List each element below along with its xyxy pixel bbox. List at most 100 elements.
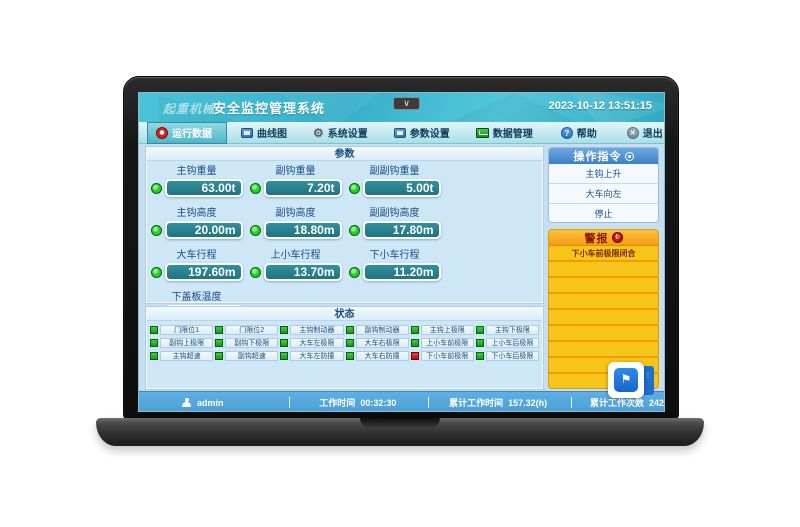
- menu-item-data-management[interactable]: 数据管理: [468, 122, 541, 144]
- status-item: 上小车后极限: [475, 338, 539, 348]
- parameter-cell: 上小车行程 13.70m: [246, 249, 345, 291]
- parameter-label: 大车行程: [176, 250, 217, 261]
- statusbar-divider: [571, 397, 572, 408]
- parameter-value: 18.80m: [263, 221, 342, 239]
- status-item: 副钩下极限: [215, 338, 279, 348]
- parameter-label: 副副钩高度: [369, 208, 420, 219]
- green-led-icon: [150, 266, 162, 278]
- alarm-title: 警报: [584, 232, 609, 245]
- parameter-cell: 主钩高度 20.00m: [147, 207, 246, 249]
- status-item: 下小车后极限: [475, 351, 539, 361]
- status-label: 副钩超速: [225, 351, 279, 361]
- parameter-cell: 大车行程 197.60m: [147, 249, 246, 291]
- status-item: 门限位1: [150, 325, 214, 335]
- alarm-bell-icon: !: [611, 232, 623, 243]
- status-led-icon: [150, 352, 158, 360]
- alarm-row-empty: [549, 342, 658, 358]
- status-label: 大车右极限: [355, 338, 409, 348]
- parameter-label: 主钩重量: [176, 166, 217, 177]
- app-window: 起重机械 安全监控管理系统 ∨ 2023-10-12 13:51:15 运行数据…: [138, 92, 665, 412]
- status-label: 门限位2: [225, 325, 279, 335]
- status-item: 门限位2: [215, 325, 279, 335]
- parameters-grid: 主钩重量 63.00t 副钩重量 7.20t 副副钩重量 5.00t 主钩高度: [147, 161, 542, 333]
- operation-commands-title: 操作指令: [573, 151, 622, 163]
- alarm-row-empty: [549, 310, 658, 326]
- widget-button[interactable]: ⚑: [608, 362, 644, 398]
- work-time-group: 工作时间 00:32:30: [319, 396, 396, 409]
- status-led-icon: [215, 339, 224, 347]
- parameter-label: 上小车行程: [270, 250, 321, 261]
- status-label: 副钩制动器: [355, 325, 409, 335]
- parameter-label: 下小车行程: [369, 250, 420, 261]
- data-screen-icon: [475, 127, 489, 138]
- total-time-value: 157.32(h): [508, 397, 548, 408]
- status-label: 大车左防撞: [290, 351, 344, 361]
- green-led-icon: [150, 224, 162, 236]
- green-led-icon: [249, 266, 261, 278]
- flag-icon: ⚑: [614, 368, 638, 392]
- status-label: 主钩超速: [160, 351, 214, 361]
- menu-item-run-data[interactable]: 运行数据: [147, 121, 227, 144]
- titlebar: 起重机械 安全监控管理系统 ∨ 2023-10-12 13:51:15: [139, 93, 664, 122]
- menu-label: 帮助: [576, 129, 597, 140]
- parameter-value: 13.70m: [263, 263, 342, 281]
- status-led-icon: [280, 326, 289, 334]
- total-count-group: 累计工作次数 242: [590, 396, 664, 409]
- work-time-label: 工作时间: [319, 398, 356, 408]
- status-led-red-icon: [410, 352, 419, 360]
- username: admin: [197, 397, 224, 408]
- statusbar-divider: [288, 397, 290, 408]
- status-label: 下小车前极限: [420, 351, 474, 361]
- status-led-icon: [410, 326, 419, 334]
- record-icon: [156, 126, 168, 139]
- status-led-icon: [475, 339, 484, 347]
- laptop-lid-notch: [360, 418, 440, 428]
- status-item: 主钩制动器: [280, 325, 344, 335]
- status-label: 主钩上极限: [420, 325, 474, 335]
- parameter-cell: 下小车行程 11.20m: [345, 249, 444, 291]
- parameter-cell: 主钩重量 63.00t: [147, 165, 246, 207]
- status-label: 主钩制动器: [290, 325, 344, 335]
- bottom-statusbar: admin 工作时间 00:32:30 累计工作时间 157.32(h) 累计工…: [139, 391, 664, 411]
- menu-item-parameter-settings[interactable]: 参数设置: [386, 122, 458, 144]
- status-item: 大车左极限: [280, 338, 344, 348]
- menu-label: 退出: [642, 129, 663, 140]
- status-led-icon: [345, 339, 354, 347]
- status-led-icon: [280, 339, 289, 347]
- curve-chart-icon: [241, 127, 253, 138]
- parameter-value: 11.20m: [362, 263, 441, 281]
- operation-commands-header: 操作指令: [549, 148, 658, 164]
- alarm-row-empty: [549, 294, 658, 310]
- menu-item-system-settings[interactable]: ⚙ 系统设置: [305, 122, 376, 144]
- parameter-label: 下盖板温度: [171, 292, 222, 303]
- widget-handle[interactable]: ⋮: [642, 366, 654, 395]
- alarm-entry: 下小车前极限闭合: [549, 246, 658, 262]
- parameter-cell: 副副钩重量 5.00t: [345, 165, 444, 207]
- status-led-icon: [475, 352, 484, 360]
- operation-command-item[interactable]: 主钩上升: [549, 164, 658, 184]
- status-item: 大车左防撞: [280, 351, 344, 361]
- parameter-value: 17.80m: [362, 221, 441, 239]
- status-label: 上小车后极限: [485, 338, 539, 348]
- menu-item-curve-chart[interactable]: 曲线图: [233, 122, 295, 144]
- parameter-cell: 副钩高度 18.80m: [246, 207, 345, 249]
- total-count-label: 累计工作次数: [589, 398, 644, 408]
- operation-command-item[interactable]: 大车向左: [549, 184, 658, 204]
- status-label: 门限位1: [160, 325, 214, 335]
- work-time-value: 00:32:30: [360, 397, 397, 408]
- parameters-panel-title: 参数: [147, 148, 542, 161]
- operation-command-item[interactable]: 停止: [549, 204, 658, 222]
- alarm-row-empty: [549, 278, 658, 294]
- parameter-value: 63.00t: [164, 179, 243, 197]
- menu-item-exit[interactable]: ✕ 退出: [619, 122, 664, 144]
- alarm-row-empty: [549, 262, 658, 278]
- chevron-down-icon[interactable]: ∨: [393, 97, 420, 110]
- floating-widget: ⋮ ⚑: [608, 362, 654, 399]
- menu-item-help[interactable]: ? 帮助: [553, 122, 605, 144]
- menu-label: 曲线图: [257, 129, 287, 140]
- status-panel: 状态 门限位1 门限位2 主钩制动器 副钩制动器 主钩上极限 主钩下极限 副钩上…: [146, 307, 543, 389]
- status-item: 上小车前极限: [410, 338, 474, 348]
- parameter-value: 7.20t: [263, 179, 342, 197]
- parameter-label: 副副钩重量: [369, 166, 420, 177]
